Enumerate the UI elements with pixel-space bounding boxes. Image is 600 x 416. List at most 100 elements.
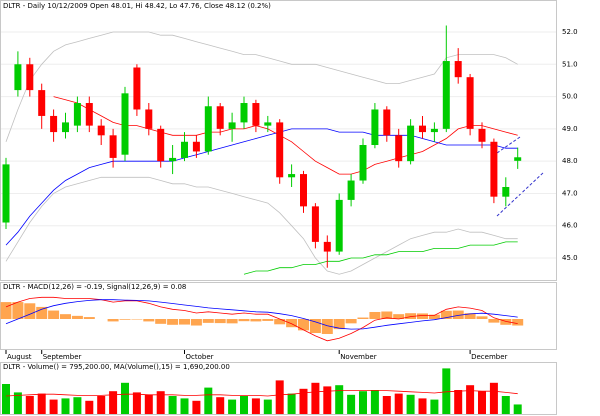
histogram-bar: [214, 319, 226, 324]
candle-body: [430, 128, 438, 133]
volume-bar: [180, 398, 189, 414]
candle-body: [50, 115, 58, 133]
histogram-bar: [167, 319, 179, 325]
volume-bar: [156, 391, 165, 414]
histogram-bar: [83, 317, 95, 319]
volume-bar: [97, 396, 106, 414]
candle-body: [228, 122, 236, 129]
volume-bar: [240, 396, 248, 414]
candle-body: [395, 135, 403, 162]
candle-body: [300, 174, 307, 207]
volume-bar: [359, 391, 367, 414]
candle-body: [38, 90, 46, 116]
volume-bar: [489, 382, 498, 414]
histogram-bar: [107, 319, 119, 322]
candle-body: [73, 103, 81, 126]
candle-body: [121, 93, 129, 155]
volume-bar: [61, 398, 70, 414]
histogram-bar: [405, 313, 417, 319]
volume-bar: [275, 380, 284, 414]
histogram-bar: [428, 314, 440, 319]
histogram-bar: [452, 310, 464, 319]
volume-bar: [442, 368, 451, 414]
volume-bar: [228, 399, 237, 414]
histogram-bar: [309, 319, 321, 334]
price-panel: [0, 0, 557, 281]
volume-bar: [132, 392, 141, 414]
candle-body: [181, 141, 188, 158]
histogram-bar: [357, 317, 369, 319]
histogram-bar: [155, 319, 167, 324]
volume-bar: [347, 394, 356, 414]
candle-body: [359, 145, 367, 181]
candle-body: [26, 64, 34, 91]
overlay-line: [243, 241, 518, 275]
histogram-bar: [262, 319, 274, 321]
volume-bar: [406, 394, 415, 414]
candle-body: [2, 164, 10, 223]
volume-bar: [513, 404, 522, 414]
histogram-bar: [202, 319, 214, 323]
histogram-bar: [143, 319, 155, 322]
histogram-bar: [60, 314, 71, 319]
trend-line: [496, 171, 545, 217]
histogram-bar: [250, 319, 262, 322]
volume-bar: [454, 390, 463, 414]
histogram-bar: [321, 319, 333, 334]
y-tick-label: 49.0: [562, 125, 578, 133]
x-tick-label: December: [471, 353, 507, 361]
histogram-bar: [369, 311, 381, 319]
volume-bar: [311, 382, 320, 414]
volume-bar: [287, 393, 296, 414]
histogram-bar: [381, 311, 393, 319]
histogram-bar: [464, 313, 476, 319]
volume-bar: [37, 393, 46, 414]
volume-panel: [0, 362, 557, 415]
histogram-bar: [512, 319, 524, 326]
candle-body: [466, 77, 474, 129]
histogram-bar: [476, 316, 488, 319]
volume-bar: [168, 396, 177, 414]
histogram-bar: [286, 319, 298, 328]
candle-body: [14, 64, 22, 91]
volume-bar: [204, 387, 213, 414]
volume-bar: [121, 382, 129, 414]
x-tick-label: October: [186, 353, 214, 361]
volume-bar: [418, 398, 427, 414]
volume-bar: [430, 399, 439, 414]
volume-bar: [192, 400, 201, 414]
candle-body: [407, 125, 415, 162]
y-tick-label: 52.0: [562, 28, 578, 36]
candle-body: [109, 135, 117, 158]
candle-body: [97, 125, 105, 136]
volume-bar: [382, 396, 391, 414]
y-tick-label: 45.0: [562, 254, 578, 262]
y-tick-label: 46.0: [562, 222, 578, 230]
volume-bar: [299, 388, 308, 414]
volume-bar: [144, 394, 153, 414]
candle-body: [514, 157, 522, 161]
volume-bar: [251, 398, 260, 414]
candle-body: [335, 199, 343, 252]
volume-bar: [263, 399, 272, 414]
x-tick-label: August: [7, 353, 32, 361]
candle-body: [371, 109, 379, 146]
histogram-bar: [36, 306, 48, 319]
volume-title: DLTR - Volume() = 795,200.00, MA(Volume(…: [3, 363, 230, 371]
volume-bar: [25, 396, 34, 414]
candle-body: [264, 122, 272, 126]
candle-body: [204, 106, 212, 152]
overlay-line: [5, 128, 518, 246]
histogram-bar: [119, 319, 131, 320]
y-tick-label: 47.0: [562, 189, 578, 197]
volume-bar: [13, 392, 22, 414]
candle-body: [490, 141, 498, 197]
histogram-bar: [417, 313, 428, 319]
histogram-bar: [488, 319, 500, 323]
histogram-bar: [298, 319, 309, 331]
histogram-bar: [274, 319, 286, 325]
candle-body: [157, 128, 165, 162]
overlay-line: [5, 31, 518, 142]
volume-bar: [2, 384, 10, 414]
